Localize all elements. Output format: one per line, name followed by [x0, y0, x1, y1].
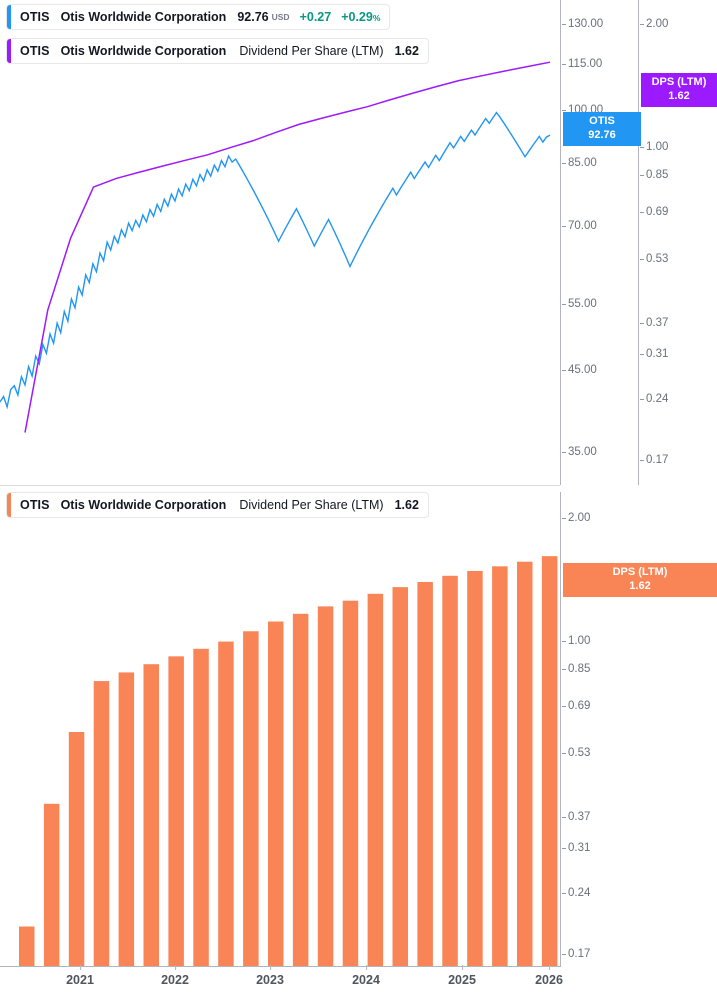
axis-tick-label: 0.31 [561, 841, 591, 854]
dividend-bar[interactable] [268, 621, 284, 966]
legend-company: Otis Worldwide Corporation [60, 44, 227, 58]
axis-tick-label: 2.00 [561, 511, 591, 524]
legend-accent-dividend-lower [7, 493, 11, 517]
price-chart-panel[interactable] [0, 0, 560, 484]
badge-label: DPS (LTM) [612, 566, 668, 578]
dividend-bar[interactable] [93, 681, 110, 966]
x-axis-tick-label: 2024 [352, 965, 380, 987]
x-axis-tick-label: 2021 [66, 965, 94, 987]
axis-tick-label: 35.00 [562, 445, 597, 458]
legend-dividend-lower[interactable]: OTIS Otis Worldwide Corporation Dividend… [6, 492, 429, 518]
axis-tick-label: 45.00 [562, 363, 597, 376]
legend-accent-price [7, 5, 11, 29]
x-axis-tick-label: 2026 [535, 965, 563, 987]
price-line [0, 111, 551, 410]
legend-metric: Dividend Per Share (LTM) [239, 498, 384, 512]
dividend-bar[interactable] [317, 606, 334, 966]
axis-tick-label: 0.24 [639, 393, 669, 406]
x-axis-tick-mark [175, 965, 176, 970]
dividend-bar[interactable] [243, 631, 259, 966]
dividend-bar[interactable] [342, 600, 359, 966]
dividend-bar[interactable] [19, 926, 35, 967]
dividend-bar-chart-svg [19, 556, 558, 967]
dividend-bar[interactable] [442, 575, 458, 966]
axis-tick-label: 55.00 [562, 298, 597, 311]
legend-metric: Dividend Per Share (LTM) [239, 44, 384, 58]
axis-tick-label: 0.37 [639, 316, 669, 329]
dividend-bar[interactable] [218, 641, 234, 966]
x-axis-tick-label: 2025 [448, 965, 476, 987]
axis-tick-label: 85.00 [562, 156, 597, 169]
axis-tick-label: 0.31 [639, 347, 669, 360]
axis-tick-label: 2.00 [639, 17, 669, 30]
legend-ticker: OTIS [20, 10, 50, 24]
legend-currency: USD [271, 12, 290, 22]
axis-tick-label: 0.69 [561, 700, 591, 713]
dividend-bar[interactable] [417, 582, 433, 966]
legend-ticker: OTIS [20, 498, 50, 512]
x-axis-line [0, 966, 561, 967]
legend-price[interactable]: OTIS Otis Worldwide Corporation 92.76 US… [6, 4, 391, 30]
axis-tick-label: 1.00 [639, 140, 669, 153]
dividend-bar[interactable] [118, 672, 135, 966]
x-axis-tick-label: 2023 [256, 965, 284, 987]
panel-divider [0, 485, 560, 486]
dividend-value-badge-lower[interactable]: DPS (LTM) 1.62 [563, 563, 717, 598]
dividend-bar[interactable] [292, 613, 309, 966]
x-axis-tick-mark [366, 965, 367, 970]
axis-tick-label: 0.53 [561, 746, 591, 759]
legend-change-abs: +0.27 [299, 10, 332, 24]
price-chart-svg [0, 61, 551, 433]
dividend-value-badge-upper[interactable]: DPS (LTM) 1.62 [641, 73, 717, 108]
legend-company: Otis Worldwide Corporation [60, 498, 227, 512]
price-axis-line [560, 0, 561, 485]
badge-value: 1.62 [629, 579, 651, 592]
dividend-bar[interactable] [68, 732, 85, 966]
axis-tick-label: 0.53 [639, 252, 669, 265]
axis-tick-label: 0.69 [639, 206, 669, 219]
legend-last-price: 92.76 [237, 10, 269, 24]
legend-ticker: OTIS [20, 44, 50, 58]
legend-company: Otis Worldwide Corporation [60, 10, 227, 24]
axis-tick-label: 0.85 [639, 169, 669, 182]
dividend-axis-line-lower [560, 492, 561, 967]
dividend-bar[interactable] [517, 561, 533, 966]
dividend-line [24, 61, 551, 433]
legend-change-pct: +0.29% [341, 10, 381, 24]
legend-accent-dividend-top [7, 39, 11, 63]
badge-label: DPS (LTM) [651, 76, 707, 88]
axis-tick-label: 0.24 [561, 887, 591, 900]
badge-value: 1.62 [668, 89, 690, 102]
x-axis-tick-label: 2022 [161, 965, 189, 987]
price-value-badge[interactable]: OTIS 92.76 [563, 112, 641, 147]
axis-tick-label: 130.00 [561, 18, 604, 31]
x-axis-tick-mark [270, 965, 271, 970]
dividend-bar[interactable] [193, 648, 209, 966]
x-axis-tick-mark [462, 965, 463, 970]
badge-value: 92.76 [588, 128, 616, 141]
dividend-bar[interactable] [492, 566, 508, 966]
dividend-axis-line-upper [638, 0, 639, 485]
dividend-bar[interactable] [392, 587, 409, 966]
badge-label: OTIS [589, 115, 615, 127]
axis-tick-label: 115.00 [561, 58, 603, 71]
axis-tick-label: 0.17 [561, 948, 591, 961]
legend-dividend-top[interactable]: OTIS Otis Worldwide Corporation Dividend… [6, 38, 429, 64]
dividend-bar[interactable] [43, 803, 60, 966]
dividend-bar[interactable] [541, 556, 558, 966]
dividend-bar-chart-panel[interactable] [0, 492, 560, 967]
axis-tick-label: 0.17 [639, 454, 669, 467]
dividend-bar[interactable] [367, 593, 384, 966]
x-axis-tick-mark [549, 965, 550, 970]
legend-value: 1.62 [394, 498, 419, 512]
axis-tick-label: 0.85 [561, 663, 591, 676]
dividend-bar[interactable] [143, 664, 160, 966]
dividend-bar[interactable] [168, 656, 184, 966]
dividend-bar[interactable] [467, 570, 483, 966]
axis-tick-label: 0.37 [561, 810, 591, 823]
axis-tick-label: 1.00 [561, 634, 591, 647]
axis-tick-label: 70.00 [562, 219, 597, 232]
legend-value: 1.62 [394, 44, 419, 58]
x-axis-tick-mark [80, 965, 81, 970]
